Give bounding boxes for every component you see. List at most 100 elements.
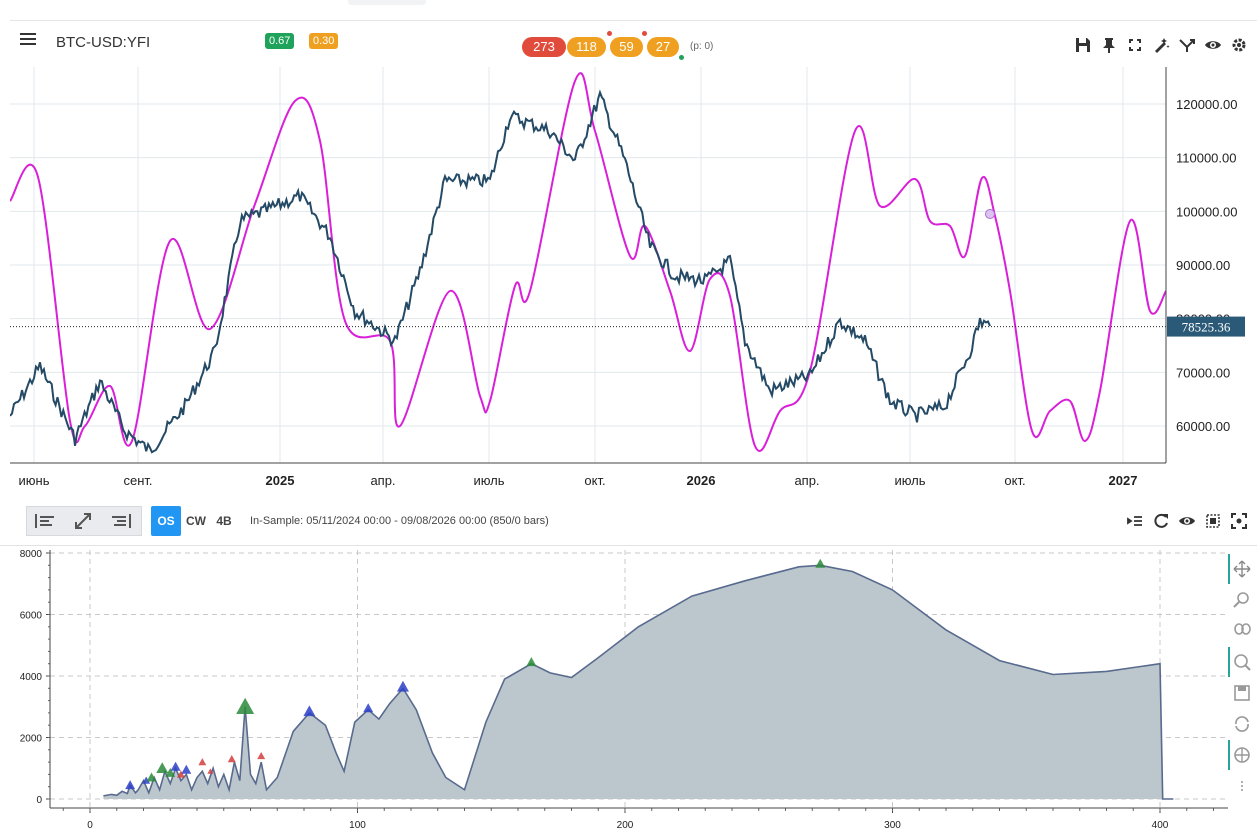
price-x-tick: 2026 xyxy=(687,473,716,488)
equity-x-tick: 200 xyxy=(617,820,634,831)
price-x-tick: 2027 xyxy=(1109,473,1138,488)
price-x-tick: окт. xyxy=(584,473,605,488)
equity-area xyxy=(103,565,1174,799)
equity-y-tick: 0 xyxy=(36,795,42,806)
alert-dot-red-2 xyxy=(642,31,647,36)
move-icon[interactable] xyxy=(1228,554,1257,584)
price-y-tick: 70000.00 xyxy=(1176,365,1230,380)
top-tab-handle[interactable] xyxy=(348,0,426,5)
price-x-tick: апр. xyxy=(370,473,395,488)
equity-y-tick: 6000 xyxy=(20,611,43,622)
align-right-icon[interactable] xyxy=(103,507,139,535)
price-y-tick: 100000.00 xyxy=(1176,204,1237,219)
trade-marker[interactable] xyxy=(142,776,151,784)
equity-y-tick: 2000 xyxy=(20,734,43,745)
price-x-tick: окт. xyxy=(1004,473,1025,488)
current-price-tag xyxy=(1167,316,1245,337)
equity-line xyxy=(103,564,1174,800)
chart-tools-sidebar xyxy=(1228,554,1257,794)
eye-icon[interactable] xyxy=(1204,36,1222,54)
trade-marker[interactable] xyxy=(146,772,157,782)
menu-icon[interactable] xyxy=(20,33,36,47)
trade-marker[interactable] xyxy=(156,762,169,774)
trade-marker[interactable] xyxy=(181,764,192,774)
p-info: (p: 0) xyxy=(690,41,714,52)
price-chart[interactable]: 120000.00110000.00100000.0090000.0080000… xyxy=(10,21,1257,494)
price-x-tick: июнь xyxy=(19,473,50,488)
equity-y-tick: 4000 xyxy=(20,672,43,683)
count-pill-orange-1: 118 xyxy=(567,37,606,57)
trade-marker[interactable] xyxy=(165,767,176,777)
select-icon[interactable] xyxy=(1204,512,1222,530)
align-left-icon[interactable] xyxy=(27,507,63,535)
trade-marker[interactable] xyxy=(526,657,537,667)
trade-marker[interactable] xyxy=(125,780,136,790)
fullscreen-icon[interactable] xyxy=(1126,36,1144,54)
price-x-tick: июль xyxy=(473,473,504,488)
price-y-tick: 120000.00 xyxy=(1176,97,1237,112)
trade-marker[interactable] xyxy=(227,755,236,763)
crosshair-icon[interactable] xyxy=(1228,740,1257,770)
target-icon[interactable] xyxy=(1230,512,1248,530)
price-x-tick: июль xyxy=(894,473,925,488)
equity-x-tick: 100 xyxy=(349,820,366,831)
pin-icon[interactable] xyxy=(1100,36,1118,54)
trade-marker[interactable] xyxy=(396,680,409,692)
mode-os-button[interactable]: OS xyxy=(151,506,181,536)
save-icon[interactable] xyxy=(1074,36,1092,54)
more-icon[interactable] xyxy=(1228,771,1257,801)
expand-diagonal-icon[interactable] xyxy=(65,507,101,535)
price-panel: BTC-USD:YFI 0.67 0.30 273 118 59 27 (p: … xyxy=(10,20,1257,493)
branch-icon[interactable] xyxy=(1178,36,1196,54)
list-indent-icon[interactable] xyxy=(1126,512,1144,530)
price-y-tick: 60000.00 xyxy=(1176,419,1230,434)
score-badge-orange: 0.30 xyxy=(309,33,339,49)
eye-icon[interactable] xyxy=(1178,512,1196,530)
price-y-tick: 110000.00 xyxy=(1176,151,1237,166)
score-badge-green: 0.67 xyxy=(265,33,295,49)
price-line xyxy=(10,89,991,454)
alert-dot-red-1 xyxy=(607,31,612,36)
status-dot-green xyxy=(679,55,684,60)
mode-cw-button[interactable]: CW xyxy=(186,514,206,528)
lasso-icon[interactable] xyxy=(1228,616,1257,646)
trade-marker[interactable] xyxy=(815,558,826,568)
price-x-tick: 2025 xyxy=(266,473,295,488)
equity-x-tick: 300 xyxy=(884,820,901,831)
settings-icon[interactable] xyxy=(1230,36,1248,54)
price-x-tick: сент. xyxy=(123,473,152,488)
count-pill-red: 273 xyxy=(522,37,566,57)
symbol-title[interactable]: BTC-USD:YFI xyxy=(56,34,151,51)
price-y-tick: 90000.00 xyxy=(1176,258,1230,273)
equity-chart[interactable]: 8000 6000 4000 2000 0 0 100 200 300 400 xyxy=(0,546,1228,837)
equity-panel: 8000 6000 4000 2000 0 0 100 200 300 400 xyxy=(0,545,1257,837)
equity-x-tick: 400 xyxy=(1152,820,1169,831)
count-pill-orange-2: 59 xyxy=(610,37,643,57)
chart-header: BTC-USD:YFI 0.67 0.30 273 118 59 27 (p: … xyxy=(10,21,1257,67)
trade-marker[interactable] xyxy=(257,751,266,760)
current-price-label: 78525.36 xyxy=(1182,320,1231,335)
trade-marker[interactable] xyxy=(363,703,374,713)
equity-y-tick: 8000 xyxy=(20,549,43,560)
reset-icon[interactable] xyxy=(1228,709,1257,739)
trade-marker[interactable] xyxy=(303,705,316,717)
refresh-icon[interactable] xyxy=(1152,512,1170,530)
cycle-end-marker[interactable] xyxy=(985,209,995,219)
save-icon[interactable] xyxy=(1228,678,1257,708)
in-sample-range: In-Sample: 05/11/2024 00:00 - 09/08/2026… xyxy=(250,515,549,527)
trade-marker[interactable] xyxy=(170,761,181,771)
mode-4b-button[interactable]: 4B xyxy=(216,514,232,528)
cycle-line xyxy=(10,72,1167,452)
trade-marker[interactable] xyxy=(176,770,185,778)
trade-marker[interactable] xyxy=(207,768,214,774)
magic-wand-icon[interactable] xyxy=(1152,36,1170,54)
range-button-group xyxy=(26,506,142,536)
trade-marker[interactable] xyxy=(236,697,255,714)
count-pill-orange-3: 27 xyxy=(647,37,679,57)
zoom-icon[interactable] xyxy=(1228,585,1257,615)
wheel-zoom-icon[interactable] xyxy=(1228,647,1257,677)
price-x-tick: апр. xyxy=(794,473,819,488)
equity-x-tick: 0 xyxy=(87,820,93,831)
trade-marker[interactable] xyxy=(198,758,207,766)
